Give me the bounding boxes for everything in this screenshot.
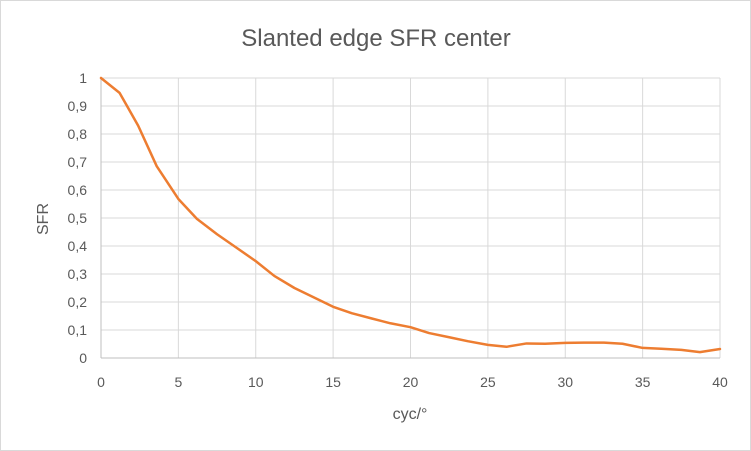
chart-title: Slanted edge SFR center <box>241 25 511 52</box>
y-tick-label: 1 <box>79 70 87 86</box>
y-tick-label: 0,9 <box>68 98 88 114</box>
x-tick-label: 20 <box>403 374 419 390</box>
y-tick-labels: 0 0,1 0,2 0,3 0,4 0,5 0,6 0,7 0,8 0,9 1 <box>68 70 88 366</box>
x-tick-label: 25 <box>480 374 496 390</box>
y-tick-label: 0,1 <box>68 322 88 338</box>
x-tick-label: 5 <box>174 374 182 390</box>
y-tick-label: 0,3 <box>68 266 88 282</box>
series-layer <box>99 76 722 354</box>
x-tick-label: 0 <box>97 374 105 390</box>
x-axis-title: cyc/° <box>393 406 428 423</box>
y-tick-label: 0,5 <box>68 210 88 226</box>
y-axis-title: SFR <box>35 203 52 235</box>
x-tick-label: 15 <box>325 374 341 390</box>
y-tick-label: 0,2 <box>68 294 88 310</box>
x-tick-label: 40 <box>712 374 728 390</box>
x-tick-label: 30 <box>557 374 573 390</box>
series-line <box>99 76 722 354</box>
y-tick-label: 0,6 <box>68 182 88 198</box>
axes <box>100 78 720 359</box>
x-tick-label: 35 <box>635 374 651 390</box>
y-tick-label: 0 <box>79 350 87 366</box>
x-tick-labels: 0 5 10 15 20 25 30 35 40 <box>97 374 728 390</box>
y-tick-label: 0,7 <box>68 154 88 170</box>
x-tick-label: 10 <box>248 374 264 390</box>
y-tick-label: 0,8 <box>68 126 88 142</box>
gridlines <box>101 77 721 358</box>
y-tick-label: 0,4 <box>68 238 88 254</box>
